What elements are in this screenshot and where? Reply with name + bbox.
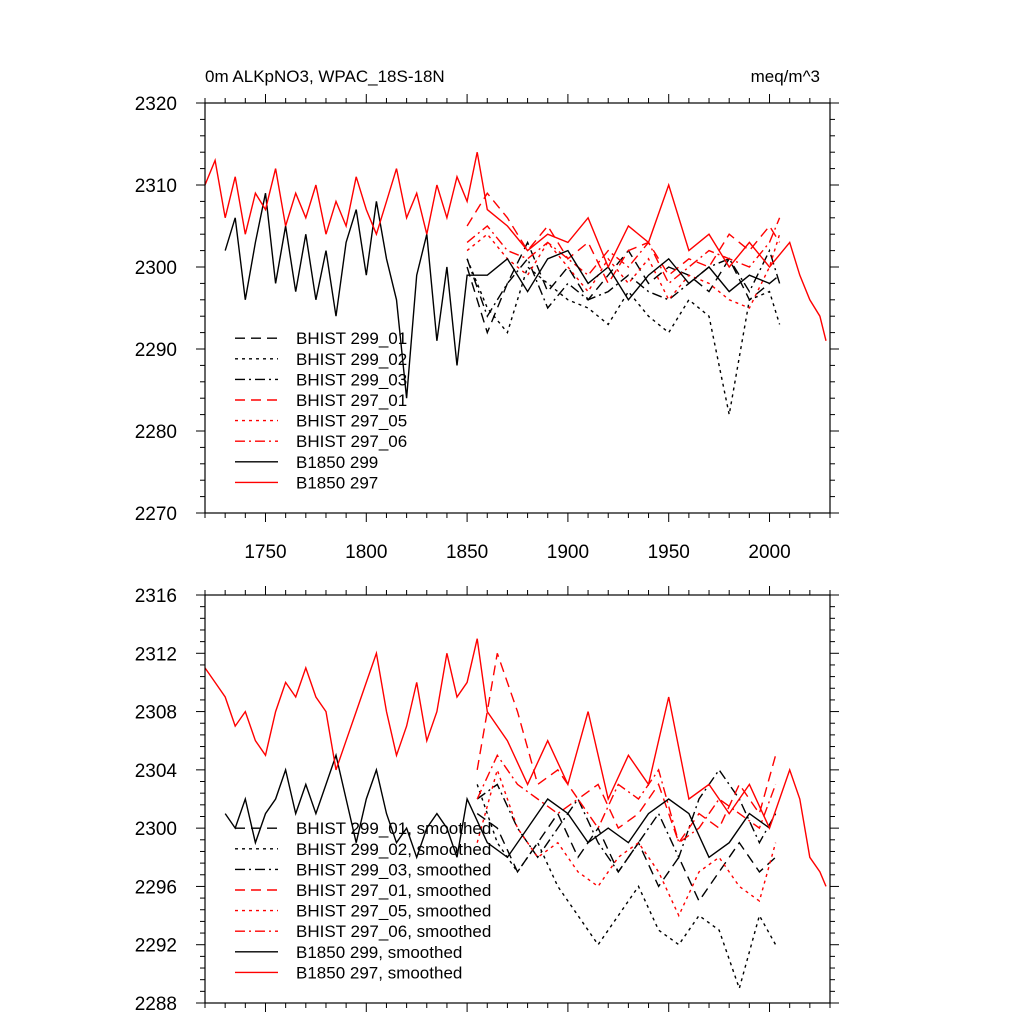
legend-label: BHIST 299_02 — [296, 350, 407, 369]
title-left: 0m ALKpNO3, WPAC_18S-18N — [205, 67, 445, 86]
series-line-7 — [224, 752, 770, 860]
x-tick-label: 1850 — [446, 542, 488, 563]
top-panel: 1750 1800 1850 1900 1950 2000 2270 2280 2290 2300… — [135, 94, 839, 563]
series-line-4 — [466, 191, 781, 285]
series-line-4 — [476, 653, 777, 845]
x-tick-label: 1900 — [547, 542, 589, 563]
bottom-panel: 2288 2292 2296 2300 2304 2308 2312 2316 BHIST 29… — [135, 586, 839, 1015]
y-tick-label: 2292 — [135, 936, 177, 957]
legend-label: B1850 299, smoothed — [296, 943, 462, 962]
legend-label: BHIST 297_05 — [296, 412, 407, 431]
series-line-3 — [476, 768, 777, 874]
series-line-6 — [476, 753, 777, 844]
series-line-1 — [466, 240, 781, 335]
y-tick-label: 2290 — [135, 340, 177, 361]
y-tick-label: 2320 — [135, 94, 177, 115]
legend-label: BHIST 297_01, smoothed — [296, 881, 491, 900]
y-tick-label: 2310 — [135, 176, 177, 197]
y-tick-label: 2304 — [135, 761, 178, 782]
y-tick-label: 2280 — [135, 422, 177, 443]
plot-frame — [204, 102, 831, 514]
x-tick-label: 1950 — [648, 542, 690, 563]
series-line-8 — [205, 152, 827, 341]
series-line-5 — [476, 767, 777, 918]
plot-frame — [204, 594, 831, 1004]
y-tick-label: 2300 — [135, 258, 177, 279]
x-tick-label: 1750 — [244, 542, 286, 563]
legend-label: BHIST 299_02, smoothed — [296, 840, 491, 859]
y-tick-label: 2308 — [135, 703, 177, 724]
title-right: meq/m^3 — [751, 67, 820, 86]
legend-label: B1850 297 — [296, 473, 378, 492]
series-line-2 — [466, 258, 781, 415]
series-line-3 — [466, 248, 781, 318]
legend-label: BHIST 299_03, smoothed — [296, 860, 491, 879]
series-line-8 — [205, 638, 827, 887]
legend-label: BHIST 299_03 — [296, 370, 407, 389]
y-tick-label: 2316 — [135, 586, 177, 607]
legend-label: BHIST 299_01 — [296, 329, 407, 348]
legend-label: B1850 299 — [296, 453, 378, 472]
legend-label: BHIST 297_01 — [296, 391, 407, 410]
y-tick-label: 2270 — [135, 504, 177, 525]
x-tick-label: 1800 — [345, 542, 387, 563]
series-line-2 — [476, 784, 777, 991]
y-tick-label: 2288 — [135, 994, 177, 1015]
series-line-1 — [476, 812, 777, 903]
series-group — [205, 152, 827, 415]
legend-label: BHIST 299_01, smoothed — [296, 819, 491, 838]
x-tick-label: 2000 — [748, 542, 790, 563]
legend-label: BHIST 297_06, smoothed — [296, 922, 491, 941]
series-line-5 — [466, 233, 781, 309]
series-group — [205, 638, 827, 991]
y-tick-label: 2312 — [135, 644, 177, 665]
y-tick-label: 2296 — [135, 877, 177, 898]
series-line-6 — [466, 217, 781, 285]
legend: BHIST 299_01, smoothed BHIST 299_02, smoo… — [235, 819, 491, 982]
legend-label: BHIST 297_05, smoothed — [296, 902, 491, 921]
legend-label: BHIST 297_06 — [296, 432, 407, 451]
y-tick-label: 2300 — [135, 819, 177, 840]
series-line-7 — [224, 193, 770, 399]
legend-label: B1850 297, smoothed — [296, 963, 462, 982]
